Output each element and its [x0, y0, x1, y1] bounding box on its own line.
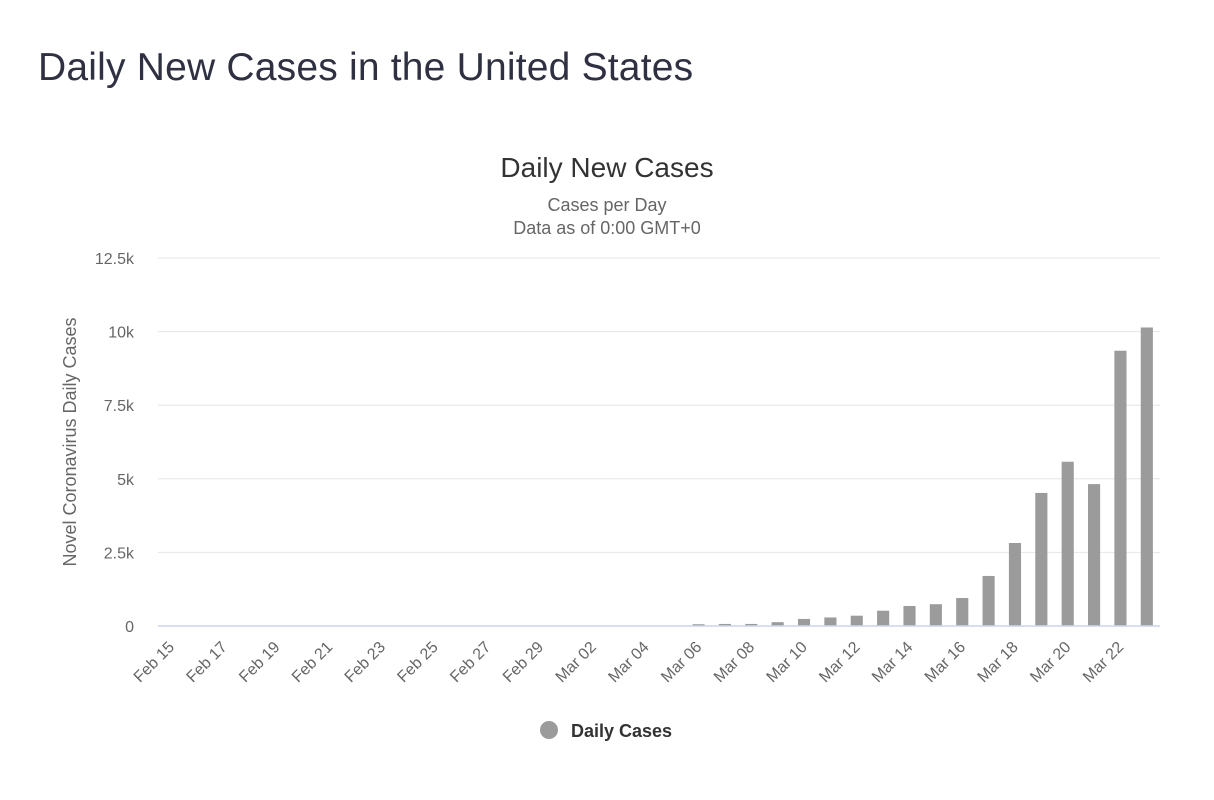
x-tick-label: Feb 21: [289, 639, 336, 686]
y-axis-title: Novel Coronavirus Daily Cases: [60, 317, 80, 566]
legend-marker-icon: [540, 721, 558, 739]
bar[interactable]: [1114, 350, 1127, 626]
x-tick-label: Feb 19: [236, 639, 283, 686]
y-tick-label: 2.5k: [104, 545, 135, 562]
legend[interactable]: Daily Cases: [540, 721, 672, 741]
x-tick-label: Feb 15: [131, 639, 178, 686]
bar[interactable]: [956, 598, 969, 626]
bars: [692, 327, 1153, 626]
bar[interactable]: [771, 622, 784, 626]
bar[interactable]: [1088, 484, 1101, 626]
gridlines: [158, 257, 1160, 553]
y-tick-label: 0: [125, 619, 134, 636]
bar[interactable]: [797, 618, 811, 626]
bar[interactable]: [745, 623, 758, 626]
bar[interactable]: [718, 623, 731, 626]
bar[interactable]: [929, 604, 942, 626]
legend-label-daily-cases[interactable]: Daily Cases: [571, 721, 672, 741]
bar[interactable]: [1061, 461, 1074, 626]
x-tick-label: Mar 14: [869, 639, 916, 686]
chart-title: Daily New Cases: [500, 152, 713, 183]
bar[interactable]: [1035, 492, 1048, 626]
y-axis-ticks: 0 2.5k 5k 7.5k 10k 12.5k: [95, 251, 135, 636]
x-tick-label: Mar 16: [922, 639, 969, 686]
y-tick-label: 5k: [117, 472, 135, 489]
x-tick-label: Feb 17: [184, 639, 231, 686]
y-tick-label: 12.5k: [95, 251, 135, 268]
x-tick-label: Mar 04: [605, 639, 652, 686]
y-tick-label: 7.5k: [104, 398, 135, 415]
page-title: Daily New Cases in the United States: [38, 46, 694, 89]
x-tick-label: Mar 08: [711, 639, 758, 686]
x-tick-label: Mar 06: [658, 639, 705, 686]
bar[interactable]: [824, 617, 837, 626]
x-tick-label: Mar 20: [1027, 639, 1074, 686]
bar[interactable]: [877, 610, 890, 626]
bar[interactable]: [692, 624, 705, 626]
bar[interactable]: [1140, 327, 1153, 626]
x-tick-label: Feb 25: [394, 639, 441, 686]
x-tick-label: Feb 27: [447, 639, 494, 686]
x-tick-label: Mar 12: [816, 639, 863, 686]
x-axis-ticks: Feb 15 Feb 17 Feb 19 Feb 21 Feb 23 Feb 25 Feb …: [131, 639, 1128, 686]
chart-subtitle-line-1: Cases per Day: [547, 195, 666, 215]
y-tick-label: 10k: [108, 325, 135, 342]
x-tick-label: Mar 18: [975, 639, 1022, 686]
x-tick-label: Feb 29: [500, 639, 547, 686]
chart-subtitle-line-2: Data as of 0:00 GMT+0: [513, 218, 701, 238]
bar[interactable]: [1008, 542, 1022, 626]
bar[interactable]: [903, 605, 916, 626]
bar[interactable]: [850, 615, 863, 626]
x-tick-label: Feb 23: [342, 639, 389, 686]
x-tick-label: Mar 10: [764, 639, 811, 686]
x-tick-label: Mar 22: [1080, 639, 1127, 686]
bar[interactable]: [982, 575, 995, 626]
x-tick-label: Mar 02: [553, 639, 600, 686]
